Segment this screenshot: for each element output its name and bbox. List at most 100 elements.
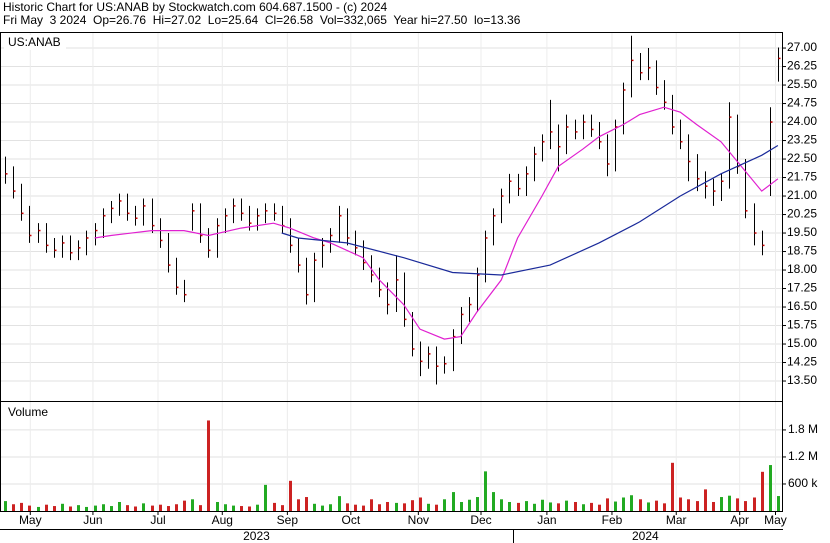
volume-bar [565,500,568,511]
volume-bar [761,471,764,511]
x-tick-label: Mar [666,513,687,527]
volume-bar [4,501,7,511]
volume-bar [297,499,300,511]
volume-bar [484,471,487,511]
volume-bar [37,506,40,511]
volume-bar [696,501,699,511]
volume-bar [395,502,398,511]
volume-bar [630,495,633,511]
chart-subtitle: Fri May 3 2024 Op=26.76 Hi=27.02 Lo=25.6… [3,13,521,27]
chart-title: Historic Chart for US:ANAB by Stockwatch… [3,0,387,14]
volume-bar [53,506,56,511]
volume-bar [386,501,389,511]
volume-bar [248,506,251,511]
y-tick-label: 13.50 [787,373,817,387]
volume-bar [443,499,446,511]
x-tick-label: Dec [470,513,491,527]
volume-bar [500,499,503,511]
volume-bar [557,503,560,511]
volume-bar [305,497,308,511]
volume-bar [110,506,113,511]
volume-bar [663,503,666,511]
volume-bar [28,505,31,511]
volume-bar [281,505,284,511]
x-tick-label: May [764,513,787,527]
volume-bar [541,499,544,511]
volume-bar [118,501,121,511]
volume-bar [452,492,455,511]
y-tick-label: 23.25 [787,133,817,147]
volume-bar [614,501,617,511]
volume-bar [492,492,495,511]
volume-bar [639,499,642,511]
volume-bar [20,502,23,511]
volume-bar [94,505,97,511]
y-tick-label: 21.75 [787,170,817,184]
volume-bar [77,505,80,511]
volume-bar [362,505,365,511]
volume-bar [777,496,780,511]
x-tick-label: Jun [83,513,102,527]
volume-bar [126,505,129,511]
volume-bar [142,503,145,511]
volume-bar [598,504,601,511]
volume-bar [354,504,357,511]
volume-bar [753,497,756,511]
y-tick-label: 15.00 [787,336,817,350]
volume-bar [744,501,747,511]
volume-bar [525,501,528,511]
volume-bar [256,504,259,511]
volume-bar [85,506,88,511]
volume-bar [411,500,414,511]
volume-label: Volume [8,405,48,419]
x-tick-label: Sep [277,513,299,527]
volume-bar [671,462,674,511]
y-tick-label: 17.25 [787,281,817,295]
y-tick-label: 27.00 [787,40,817,54]
volume-bar [61,503,64,511]
symbol-box [4,35,66,50]
x-tick-label: Jan [537,513,556,527]
volume-bar [346,503,349,511]
volume-bar [687,499,690,511]
y-tick-label: 14.25 [787,355,817,369]
x-tick-label: Oct [341,513,360,527]
volume-bar [45,504,48,511]
moving-average [281,144,779,276]
y-tick-label: 600 k [788,476,818,490]
volume-bar [508,501,511,511]
volume-bar [289,480,292,511]
marks [4,35,781,511]
volume-bar [769,465,772,511]
volume-bar [582,504,585,511]
volume-bar [720,497,723,511]
y-tick-label: 20.25 [787,207,817,221]
volume-bar [12,504,15,511]
volume-bar [427,503,430,511]
volume-bar [175,504,178,511]
volume-bar [549,502,552,511]
volume-bar [321,505,324,511]
volume-bar [167,506,170,511]
volume-bar [435,504,438,511]
volume-bar [460,501,463,511]
volume-bar [704,489,707,511]
volume-bar [273,502,276,511]
volume-bar [329,504,332,511]
y-tick-label: 22.50 [787,151,817,165]
volume-bar [191,499,194,511]
y-tick-label: 15.75 [787,318,817,332]
volume-bar [622,497,625,511]
x-tick-label: Feb [602,513,623,527]
volume-bar [517,502,520,511]
y-tick-label: 18.75 [787,244,817,258]
x-tick-label: Apr [730,513,749,527]
volume-bar [679,497,682,511]
y-tick-label: 21.00 [787,188,817,202]
y-tick-label: 19.50 [787,225,817,239]
volume-bar [151,505,154,511]
moving-average [94,106,779,340]
y-tick-label: 25.50 [787,77,817,91]
